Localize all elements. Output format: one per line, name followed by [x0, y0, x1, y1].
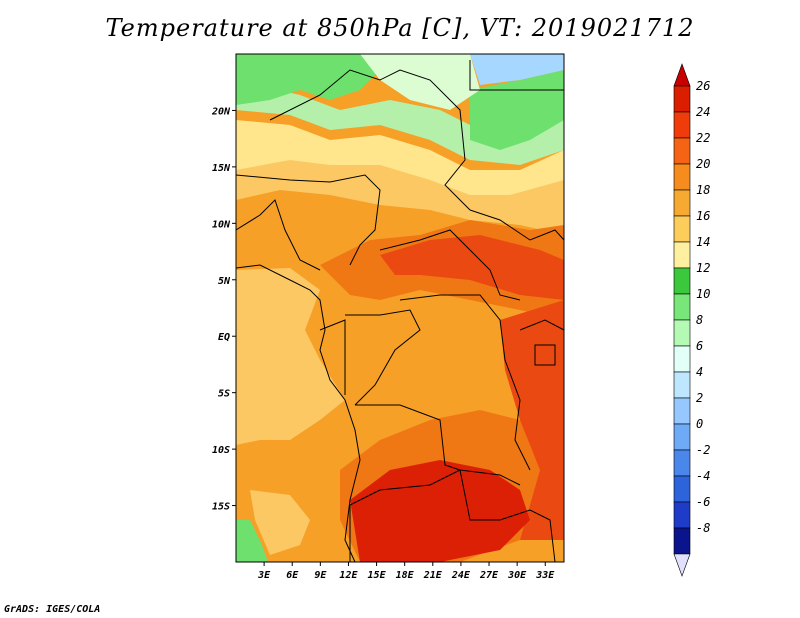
- colorbar-label: 6: [696, 339, 703, 353]
- field-pale-north: [360, 54, 480, 110]
- border-line-11: [459, 469, 556, 562]
- colorbar-label: 14: [696, 235, 710, 249]
- colorbar-swatch: [673, 397, 691, 425]
- country-borders: [236, 60, 564, 562]
- colorbar-label: 2: [696, 391, 703, 405]
- border-line-15: [469, 60, 564, 91]
- lat-tick-label: 10N: [212, 219, 231, 230]
- border-line-3: [236, 199, 321, 271]
- border-line-5: [469, 209, 564, 241]
- lon-tick-label: 18E: [396, 570, 415, 581]
- colorbar-label: 24: [696, 105, 710, 119]
- colorbar-swatch: [673, 501, 691, 529]
- field-yellow-band: [236, 120, 564, 195]
- colorbar-label: 20: [696, 157, 710, 171]
- colorbar-bottom-arrow: [673, 553, 691, 577]
- colorbar-top-arrow: [673, 63, 691, 87]
- colorbar-label: 8: [696, 313, 703, 327]
- lon-tick-label: 3E: [257, 570, 271, 581]
- temperature-field: [236, 54, 564, 562]
- colorbar-label: 18: [696, 183, 710, 197]
- lon-tick-label: 9E: [314, 570, 327, 581]
- colorbar-swatch: [673, 319, 691, 347]
- colorbar-swatch: [673, 293, 691, 321]
- coastline-west: [236, 264, 361, 562]
- lon-tick-label: 12E: [339, 570, 358, 581]
- colorbar-swatch: [673, 137, 691, 165]
- credit-text: GrADS: IGES/COLA: [4, 604, 101, 615]
- colorbar-swatch: [673, 85, 691, 113]
- border-line-1: [269, 69, 471, 211]
- border-line-10: [349, 469, 461, 506]
- lat-tick-label: 5N: [218, 276, 231, 287]
- lat-tick-label: 20N: [211, 106, 231, 117]
- border-line-7: [345, 309, 421, 406]
- colorbar-label: -2: [696, 443, 710, 457]
- colorbar-swatch: [673, 345, 691, 373]
- field-red-orange-central: [380, 235, 564, 300]
- field-light-orange-southwest: [250, 490, 310, 555]
- colorbar-label: 26: [696, 79, 710, 93]
- colorbar-swatch: [673, 267, 691, 295]
- field-red-south: [350, 460, 530, 562]
- border-line-14: [534, 344, 556, 366]
- colorbar-label: -8: [696, 521, 710, 535]
- border-line-13: [519, 319, 564, 331]
- colorbar-swatch: [673, 163, 691, 191]
- lon-tick-label: 30E: [507, 570, 527, 581]
- colorbar-label: 22: [696, 131, 710, 145]
- border-line-2: [236, 174, 381, 266]
- border-line-8: [319, 319, 346, 395]
- colorbar-label: 4: [696, 365, 703, 379]
- colorbar-swatch: [673, 215, 691, 243]
- colorbar-swatch: [673, 189, 691, 217]
- colorbar-swatch: [673, 371, 691, 399]
- colorbar-label: 16: [696, 209, 710, 223]
- colorbar-swatch: [673, 111, 691, 139]
- colorbar-swatch: [673, 527, 691, 555]
- lon-tick-label: 6E: [286, 570, 299, 581]
- colorbar-swatch: [673, 449, 691, 477]
- lat-tick-label: 5S: [218, 389, 230, 400]
- colorbar-label: 10: [696, 287, 710, 301]
- field-light-blue-north: [470, 54, 564, 85]
- field-green-north: [236, 54, 380, 105]
- map-frame: [235, 53, 565, 563]
- lon-tick-label: 21E: [423, 570, 443, 581]
- border-line-4: [379, 229, 521, 301]
- colorbar-swatch: [673, 241, 691, 269]
- lon-tick-label: 15E: [368, 570, 387, 581]
- colorbar-label: 0: [696, 417, 703, 431]
- lat-tick-label: 15S: [212, 502, 230, 513]
- longitude-axis: 3E 6E 9E 12E 15E 18E 21E 24E 27E 30E 33E: [257, 562, 555, 581]
- field-green-southwest: [236, 520, 268, 562]
- colorbar-swatch: [673, 475, 691, 503]
- lat-tick-label: EQ: [218, 332, 230, 343]
- map-title: Temperature at 850hPa [C], VT: 201902171…: [105, 14, 695, 42]
- lon-tick-label: 33E: [535, 570, 555, 581]
- border-line-6: [399, 294, 531, 471]
- colorbar-label: -4: [696, 469, 710, 483]
- latitude-axis: 20N 15N 10N 5N EQ 5S 10S 15S: [211, 106, 236, 513]
- colorbar-label: -6: [696, 495, 710, 509]
- border-line-9: [355, 404, 521, 486]
- field-light-orange-west: [236, 268, 345, 445]
- lon-tick-label: 27E: [479, 570, 499, 581]
- colorbar-swatch: [673, 423, 691, 451]
- lat-tick-label: 15N: [212, 163, 231, 174]
- lat-tick-label: 10S: [212, 445, 230, 456]
- lon-tick-label: 24E: [451, 570, 471, 581]
- colorbar-label: 12: [696, 261, 710, 275]
